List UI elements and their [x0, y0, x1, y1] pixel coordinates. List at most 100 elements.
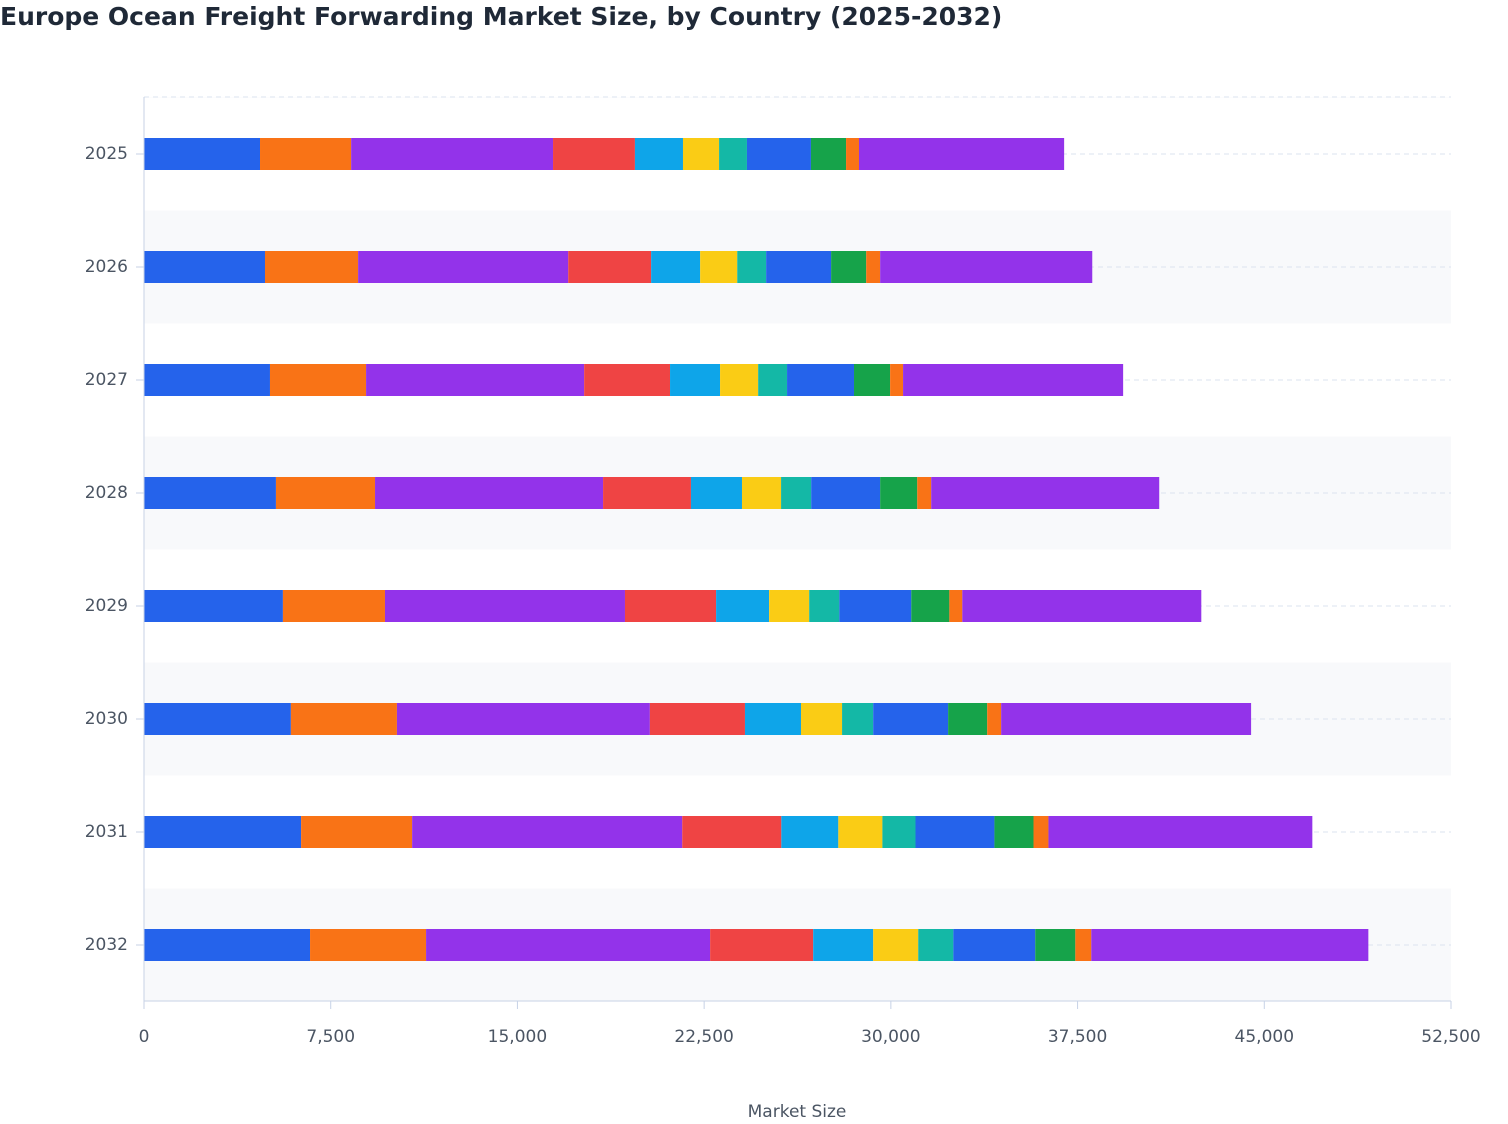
bar-segment: [682, 816, 782, 848]
x-tick-label: 15,000: [488, 1027, 547, 1047]
bar-segment: [426, 929, 711, 961]
bar-segment: [375, 477, 604, 509]
bar-segment: [719, 138, 747, 170]
bar-segment: [781, 477, 812, 509]
bar-segment: [842, 703, 874, 735]
bar-segment: [690, 477, 742, 509]
y-tick-label: 2029: [85, 596, 128, 616]
bar-segment: [144, 816, 302, 848]
bar-segment: [584, 364, 671, 396]
y-tick-label: 2032: [85, 935, 128, 955]
bar-segment: [290, 703, 397, 735]
bar-segment: [275, 477, 376, 509]
y-tick-label: 2025: [85, 144, 128, 164]
bar-segment: [769, 590, 810, 622]
bar-segment: [854, 364, 891, 396]
bar-segment: [915, 816, 995, 848]
bar-segment: [787, 364, 855, 396]
y-tick-label: 2031: [85, 822, 128, 842]
bar-segment: [873, 929, 919, 961]
bar-segment: [953, 929, 1036, 961]
y-tick-label: 2028: [85, 483, 128, 503]
bar-segment: [710, 929, 814, 961]
bar-segment: [1035, 929, 1076, 961]
y-tick-label: 2026: [85, 257, 128, 277]
bar-segment: [144, 251, 265, 283]
bar-segment: [720, 364, 759, 396]
bar-segment: [810, 138, 847, 170]
bar-segment: [858, 138, 1065, 170]
bar-segment: [948, 703, 988, 735]
bar-segment: [603, 477, 691, 509]
bar-segment: [144, 929, 311, 961]
bar-segment: [737, 251, 767, 283]
bar-segment: [144, 364, 270, 396]
bar-segment: [649, 703, 745, 735]
bar-segment: [744, 703, 801, 735]
bar-segment: [831, 251, 867, 283]
chart-title: Europe Ocean Freight Forwarding Market S…: [0, 2, 1002, 31]
bar-segment: [412, 816, 683, 848]
bar-segment: [811, 477, 881, 509]
bar-segment: [624, 590, 717, 622]
bar-segment: [746, 138, 811, 170]
bar-segment: [264, 251, 359, 283]
bar-segment: [962, 590, 1202, 622]
bar-segment: [301, 816, 413, 848]
bar-segment: [809, 590, 840, 622]
bar-segment: [766, 251, 832, 283]
bar-segment: [931, 477, 1160, 509]
bar-segment: [839, 590, 912, 622]
bar-segment: [358, 251, 569, 283]
bar-segment: [949, 590, 963, 622]
x-tick-label: 22,500: [674, 1027, 733, 1047]
bar-segment: [903, 364, 1124, 396]
y-tick-label: 2027: [85, 370, 128, 390]
bar-segment: [987, 703, 1002, 735]
bar-segment: [800, 703, 843, 735]
bar-segment: [994, 816, 1034, 848]
bar-segment: [282, 590, 385, 622]
bar-segment: [890, 364, 904, 396]
bar-segment: [1075, 929, 1092, 961]
bar-segment: [880, 251, 1093, 283]
bar-segment: [1048, 816, 1313, 848]
bar-segment: [873, 703, 949, 735]
bar-segment: [384, 590, 625, 622]
bar-segment: [918, 929, 954, 961]
bar-segment: [366, 364, 585, 396]
bar-segment: [866, 251, 881, 283]
bar-segment: [396, 703, 650, 735]
x-tick-label: 7,500: [306, 1027, 355, 1047]
bar-segment: [880, 477, 918, 509]
bar-segment: [846, 138, 859, 170]
y-tick-label: 2030: [85, 709, 128, 729]
x-tick-label: 0: [139, 1027, 150, 1047]
bar-segment: [882, 816, 916, 848]
bar-segment: [351, 138, 554, 170]
bar-segment: [634, 138, 683, 170]
x-tick-label: 30,000: [861, 1027, 920, 1047]
bar-segment: [741, 477, 782, 509]
bar-segment: [700, 251, 738, 283]
x-tick-label: 37,500: [1048, 1027, 1107, 1047]
bar-segment: [144, 703, 291, 735]
bar-segment: [651, 251, 701, 283]
bar-segment: [144, 477, 276, 509]
bar-segment: [838, 816, 883, 848]
x-tick-label: 52,500: [1421, 1027, 1480, 1047]
bar-segment: [260, 138, 352, 170]
bar-segment: [1001, 703, 1252, 735]
bar-segment: [568, 251, 652, 283]
bar-segment: [144, 590, 283, 622]
bar-segment: [682, 138, 720, 170]
bar-segment: [781, 816, 839, 848]
bar-segment: [911, 590, 950, 622]
bar-segment: [310, 929, 427, 961]
bar-segment: [758, 364, 788, 396]
x-axis-title: Market Size: [748, 1102, 847, 1120]
bar-segment: [553, 138, 635, 170]
bar-segment: [144, 138, 261, 170]
bar-segment: [670, 364, 721, 396]
